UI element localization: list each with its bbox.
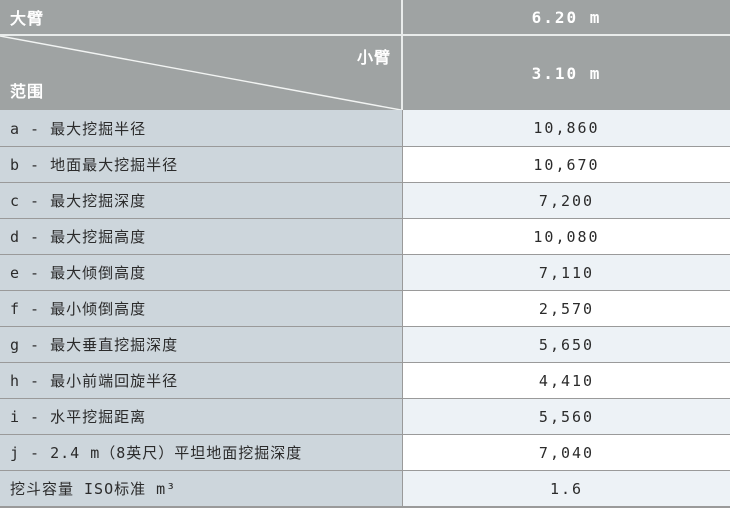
table-row: b - 地面最大挖掘半径 10,670 xyxy=(0,146,730,182)
spec-label: g - 最大垂直挖掘深度 xyxy=(0,327,403,362)
spec-label: a - 最大挖掘半径 xyxy=(0,110,403,146)
spec-label: 挖斗容量 ISO标准 m³ xyxy=(0,471,403,506)
table-header: 大臂 6.20 m 小臂 范围 3.10 m xyxy=(0,0,730,110)
spec-value: 10,080 xyxy=(403,219,730,254)
spec-label: i - 水平挖掘距离 xyxy=(0,399,403,434)
spec-label: d - 最大挖掘高度 xyxy=(0,219,403,254)
spec-value: 10,670 xyxy=(403,147,730,182)
header-separator xyxy=(0,34,730,36)
table-row: a - 最大挖掘半径 10,860 xyxy=(0,110,730,146)
table-row: f - 最小倾倒高度 2,570 xyxy=(0,290,730,326)
spec-label: b - 地面最大挖掘半径 xyxy=(0,147,403,182)
spec-value: 4,410 xyxy=(403,363,730,398)
table-row: g - 最大垂直挖掘深度 5,650 xyxy=(0,326,730,362)
spec-value: 1.6 xyxy=(403,471,730,506)
boom-value: 6.20 m xyxy=(531,7,602,27)
table-row: i - 水平挖掘距离 5,560 xyxy=(0,398,730,434)
boom-label: 大臂 xyxy=(10,9,45,28)
header-row-arm: 小臂 范围 3.10 m xyxy=(0,36,730,110)
spec-label: f - 最小倾倒高度 xyxy=(0,291,403,326)
spec-table-body: a - 最大挖掘半径 10,860 b - 地面最大挖掘半径 10,670 c … xyxy=(0,110,730,508)
arm-label: 小臂 xyxy=(356,48,391,67)
table-row: 挖斗容量 ISO标准 m³ 1.6 xyxy=(0,470,730,506)
table-row: h - 最小前端回旋半径 4,410 xyxy=(0,362,730,398)
spec-label: h - 最小前端回旋半径 xyxy=(0,363,403,398)
spec-value: 10,860 xyxy=(403,110,730,146)
table-row: e - 最大倾倒高度 7,110 xyxy=(0,254,730,290)
arm-value: 3.10 m xyxy=(531,63,602,83)
spec-label: j - 2.4 m（8英尺）平坦地面挖掘深度 xyxy=(0,435,403,470)
spec-value: 7,110 xyxy=(403,255,730,290)
table-row: d - 最大挖掘高度 10,080 xyxy=(0,218,730,254)
spec-value: 7,200 xyxy=(403,183,730,218)
spec-label: c - 最大挖掘深度 xyxy=(0,183,403,218)
diagonal-divider-line xyxy=(0,36,401,110)
spec-value: 5,650 xyxy=(403,327,730,362)
range-label: 范围 xyxy=(10,82,45,101)
table-row: j - 2.4 m（8英尺）平坦地面挖掘深度 7,040 xyxy=(0,434,730,470)
header-row-boom: 大臂 6.20 m xyxy=(0,0,730,34)
arm-range-cell: 小臂 范围 xyxy=(0,36,403,110)
spec-value: 5,560 xyxy=(403,399,730,434)
spec-value: 2,570 xyxy=(403,291,730,326)
spec-label: e - 最大倾倒高度 xyxy=(0,255,403,290)
spec-value: 7,040 xyxy=(403,435,730,470)
boom-cell: 大臂 xyxy=(0,0,403,34)
table-row: c - 最大挖掘深度 7,200 xyxy=(0,182,730,218)
